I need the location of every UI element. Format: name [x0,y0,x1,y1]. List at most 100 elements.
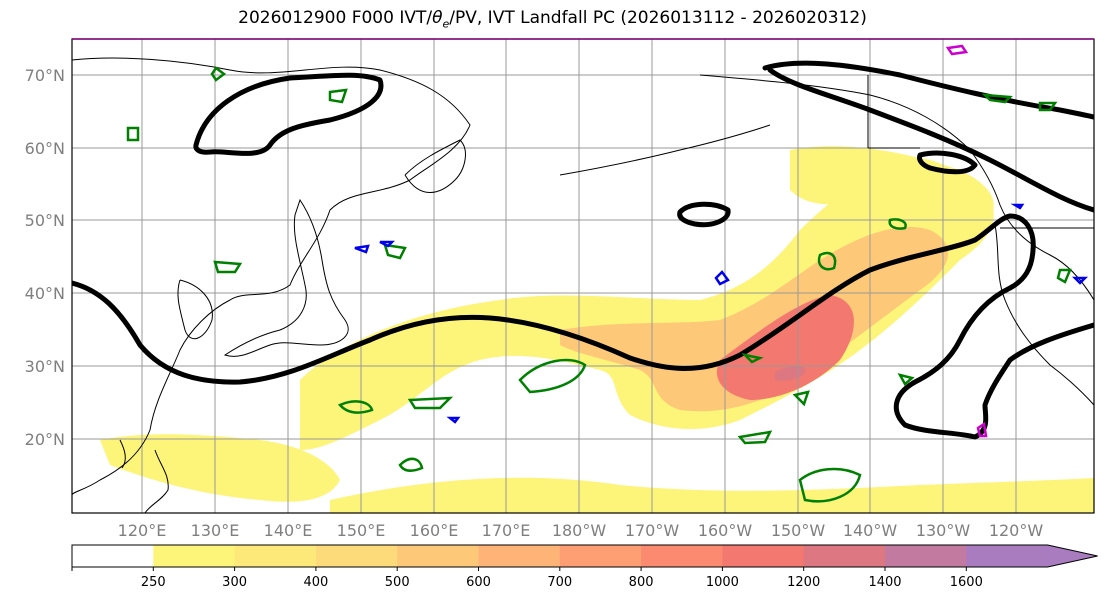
pv-contour [383,243,407,260]
lon-label: 160°E [410,521,459,540]
lat-label: 70°N [25,66,65,85]
colorbar-frame [71,544,1098,568]
lon-label: 170°W [625,521,680,540]
pv-contour [981,93,1013,104]
coast-asia [72,57,471,496]
colorbar-tick-label: 500 [385,575,410,590]
lon-label: 130°E [191,521,240,540]
colorbar-tick-label: 700 [547,575,572,590]
lon-label: 120°E [118,521,167,540]
theta-contour [1010,203,1025,210]
colorbar-tick-label: 1000 [706,575,739,590]
theta-contour [379,240,396,248]
lon-label: 130°W [916,521,971,540]
coast-taiwan [119,439,126,469]
colorbar-tick-label: 800 [629,575,654,590]
coast-aleutians [559,124,771,176]
pv-contour [337,400,374,414]
coast-na-west [994,224,1094,406]
colorbar-segment [559,545,642,567]
ivt-band-main [300,157,994,451]
lon-label: 140°E [264,521,313,540]
magenta-contour [976,421,988,438]
pv-contour [328,88,348,104]
pv-contour [798,467,862,503]
colorbar-tick-label: 1600 [950,575,983,590]
pv-contour [126,126,140,142]
pv-contour [407,396,454,410]
pc-contour-ne-loop [917,150,978,175]
colorbar-segment [803,545,886,567]
lat-label: 20°N [25,430,65,449]
lon-label: 170°E [482,521,531,540]
colorbar-tick-label: 1400 [868,575,901,590]
colorbar-segment [397,545,479,567]
pc-contour-alaska-2 [767,67,1094,213]
pv-contour [741,352,764,364]
magenta-contour [945,44,969,56]
colorbar-arrow-fill [1047,545,1098,567]
pv-contour [888,218,907,230]
lat-label: 60°N [25,139,65,158]
pv-contour [1038,101,1058,112]
lon-label: 120°W [989,521,1044,540]
colorbar-segment [722,545,805,567]
lat-labels: 70°N 60°N 50°N 40°N 30°N 20°N [25,66,65,449]
lon-label: 150°E [337,521,386,540]
colorbar-tick-label: 600 [466,575,491,590]
lon-labels: 120°E 130°E 140°E 150°E 160°E 170°E 180°… [118,521,1044,540]
ivt-band-south [330,477,1094,513]
lat-label: 50°N [25,211,65,230]
colorbar: 250 300 400 500 600 700 800 1000 1200 1400 1600 [71,544,1098,590]
colorbar-tick-label: 250 [141,575,166,590]
map-title: 2026012900 F000 IVT/θe/PV, IVT Landfall … [238,8,867,31]
coast-korea [177,279,213,340]
pv-contour [792,390,810,407]
ivt-band-high [716,295,854,400]
colorbar-segment [885,545,967,567]
graticule [72,39,1094,513]
colorbar-segment [153,545,236,567]
colorbar-segment [966,545,1049,567]
theta-contour [354,244,370,254]
pv-contour [518,358,587,394]
pv-contour [737,430,773,445]
theta-contour [1071,276,1089,285]
ivt-band-tropic [100,434,340,502]
pv-contour [817,251,837,271]
pv-contour [1056,268,1072,284]
pc-contour-main [72,213,1094,440]
pc-contours [72,60,1094,440]
pv-contours [126,66,1072,503]
map-content [72,39,1094,513]
colorbar-tick-label: 400 [303,575,328,590]
coast-kamchatka [404,139,466,193]
colorbar-segment [72,545,154,567]
colorbar-segment [478,545,561,567]
pc-contour-small-loop [677,201,731,228]
pv-contour [897,373,915,386]
pv-contour [213,260,243,274]
colorbar-tick-label: 1200 [787,575,820,590]
coast-japan [223,198,349,357]
pv-contour [210,66,227,82]
lon-label: 160°W [698,521,753,540]
colorbar-segment [234,545,317,567]
coast-philippines [144,449,169,513]
pc-contour-alaska [762,60,1094,120]
colorbar-segment [641,545,723,567]
colorbar-tick-label: 300 [222,575,247,590]
pv-contour [398,457,424,472]
lon-label: 180°W [552,521,607,540]
theta-contours [354,203,1089,424]
pc-contour-north-loop [193,72,384,156]
theta-contour [446,416,461,424]
lon-label: 140°W [843,521,898,540]
lat-label: 40°N [25,284,65,303]
magenta-contours [945,44,988,438]
colorbar-segment [315,545,398,567]
lat-label: 30°N [25,357,65,376]
lon-label: 150°W [771,521,826,540]
theta-contour [714,270,730,286]
